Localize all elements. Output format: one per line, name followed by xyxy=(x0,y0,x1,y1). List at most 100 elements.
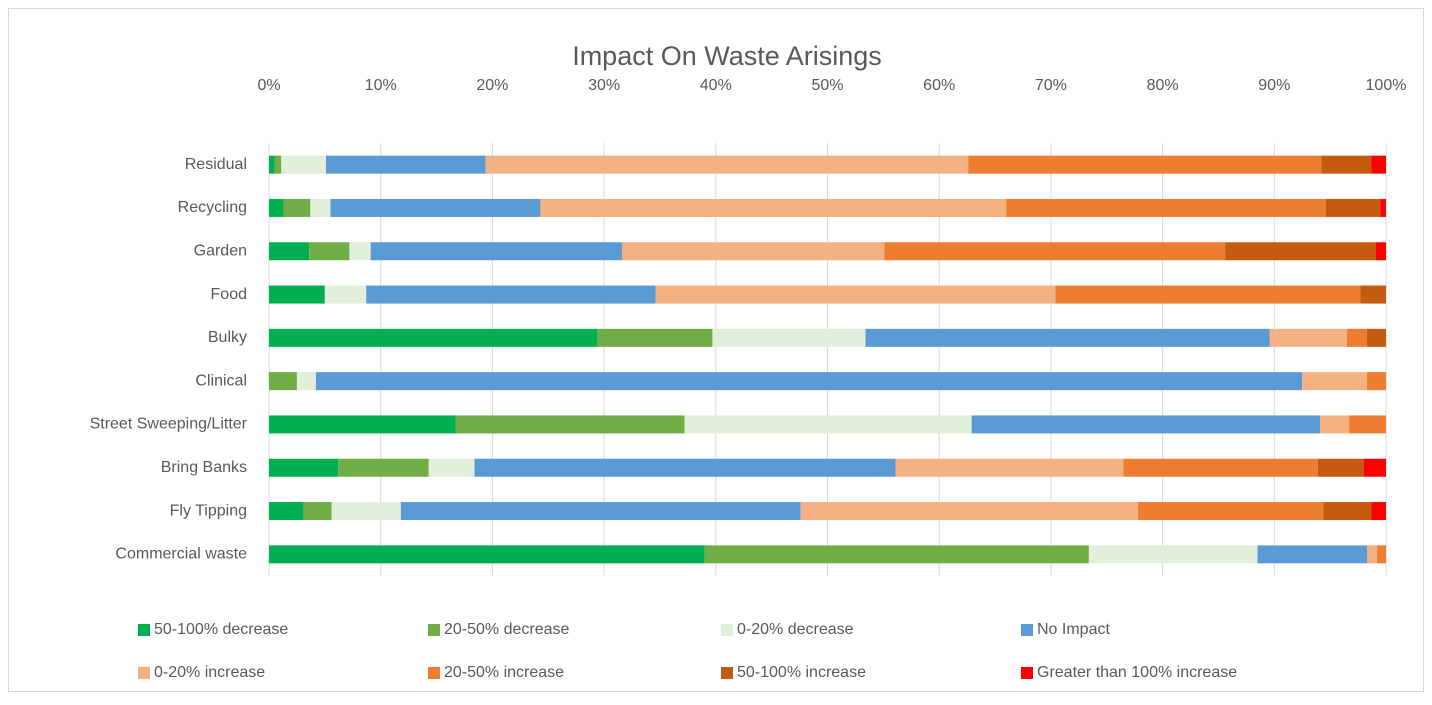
legend-swatch xyxy=(428,667,440,679)
y-tick-label: Residual xyxy=(185,156,247,173)
bar-segment xyxy=(455,415,685,434)
bar-segment xyxy=(1377,545,1386,564)
bar-segment xyxy=(1371,155,1386,174)
y-tick-label: Street Sweeping/Litter xyxy=(90,416,248,433)
bar-segment xyxy=(655,285,1056,304)
bar-segment xyxy=(1346,328,1368,347)
bar-segment xyxy=(800,502,1139,521)
bar-segment xyxy=(269,155,275,174)
bar-segment xyxy=(971,415,1321,434)
bar-segment xyxy=(269,545,705,564)
bar-segment xyxy=(274,155,282,174)
bar-segment xyxy=(349,242,371,261)
bar-segment xyxy=(474,458,896,477)
bar-segment xyxy=(1269,328,1347,347)
bar-segment xyxy=(1325,198,1381,217)
x-tick-label: 30% xyxy=(588,77,620,94)
bar-segment xyxy=(1088,545,1258,564)
bar-segment xyxy=(895,458,1124,477)
bar-segment xyxy=(1321,155,1372,174)
bar-segment xyxy=(704,545,1089,564)
bar-segment xyxy=(1367,328,1386,347)
bar-segment xyxy=(269,285,325,304)
bar-segment xyxy=(1323,502,1372,521)
bar-segment xyxy=(621,242,885,261)
x-tick-label: 40% xyxy=(700,77,732,94)
bar-segment xyxy=(1380,198,1386,217)
x-tick-label: 60% xyxy=(923,77,955,94)
bar-segment xyxy=(1257,545,1368,564)
y-tick-label: Food xyxy=(211,286,247,303)
legend-swatch xyxy=(721,624,733,636)
bar-segment xyxy=(1055,285,1361,304)
bar-segment xyxy=(968,155,1322,174)
y-tick-label: Garden xyxy=(194,242,247,259)
bar-segment xyxy=(1317,458,1364,477)
bar-segment xyxy=(269,242,310,261)
bar-segment xyxy=(331,502,401,521)
x-tick-label: 0% xyxy=(257,77,280,94)
bar-segment xyxy=(540,198,1007,217)
legend-swatch xyxy=(138,667,150,679)
legend-label: No Impact xyxy=(1037,621,1110,638)
bar-segment xyxy=(884,242,1226,261)
legend-label: 20-50% decrease xyxy=(444,621,570,638)
bar-segment xyxy=(366,285,656,304)
legend-swatch xyxy=(1021,624,1033,636)
bar-segment xyxy=(281,155,326,174)
x-tick-label: 100% xyxy=(1366,77,1407,94)
legend-swatch xyxy=(428,624,440,636)
bar-segment xyxy=(1225,242,1376,261)
chart-title: Impact On Waste Arisings xyxy=(572,41,882,71)
bar-segment xyxy=(1367,545,1378,564)
legend-swatch xyxy=(138,624,150,636)
bar-segment xyxy=(865,328,1270,347)
legend-label: 0-20% increase xyxy=(154,664,265,681)
y-tick-label: Recycling xyxy=(178,199,247,216)
bar-segment xyxy=(712,328,866,347)
bar-segment xyxy=(324,285,367,304)
bar-segment xyxy=(400,502,801,521)
x-tick-label: 70% xyxy=(1035,77,1067,94)
bar-segment xyxy=(1363,458,1386,477)
bar-segment xyxy=(309,242,350,261)
bar-segment xyxy=(597,328,713,347)
bar-segment xyxy=(1138,502,1324,521)
bar-segment xyxy=(370,242,622,261)
bar-segment xyxy=(338,458,429,477)
bar-segment xyxy=(269,502,304,521)
bar-segment xyxy=(269,198,284,217)
y-tick-label: Bring Banks xyxy=(161,459,247,476)
bar-segment xyxy=(283,198,311,217)
y-tick-label: Fly Tipping xyxy=(170,502,247,519)
legend-label: Greater than 100% increase xyxy=(1037,664,1237,681)
bar-segment xyxy=(1375,242,1386,261)
x-tick-label: 50% xyxy=(811,77,843,94)
bar-segment xyxy=(1371,502,1386,521)
bar-segment xyxy=(1349,415,1386,434)
bar-segment xyxy=(269,328,598,347)
bar-segment xyxy=(1123,458,1318,477)
y-tick-label: Bulky xyxy=(208,329,247,346)
bar-segment xyxy=(1360,285,1386,304)
legend-swatch xyxy=(721,667,733,679)
y-tick-label: Commercial waste xyxy=(115,546,247,563)
legend-label: 0-20% decrease xyxy=(737,621,854,638)
x-tick-label: 10% xyxy=(365,77,397,94)
bar-segment xyxy=(330,198,541,217)
x-tick-label: 80% xyxy=(1147,77,1179,94)
bar-segment xyxy=(269,415,456,434)
bar-segment xyxy=(296,372,316,391)
legend-label: 20-50% increase xyxy=(444,664,564,681)
legend-label: 50-100% decrease xyxy=(154,621,288,638)
bar-segment xyxy=(1006,198,1326,217)
x-tick-label: 90% xyxy=(1258,77,1290,94)
bar-segment xyxy=(684,415,972,434)
bar-segment xyxy=(325,155,486,174)
bar-segment xyxy=(269,458,339,477)
legend-label: 50-100% increase xyxy=(737,664,866,681)
bar-segment xyxy=(269,372,297,391)
bar-segment xyxy=(428,458,475,477)
bar-segment xyxy=(315,372,1303,391)
